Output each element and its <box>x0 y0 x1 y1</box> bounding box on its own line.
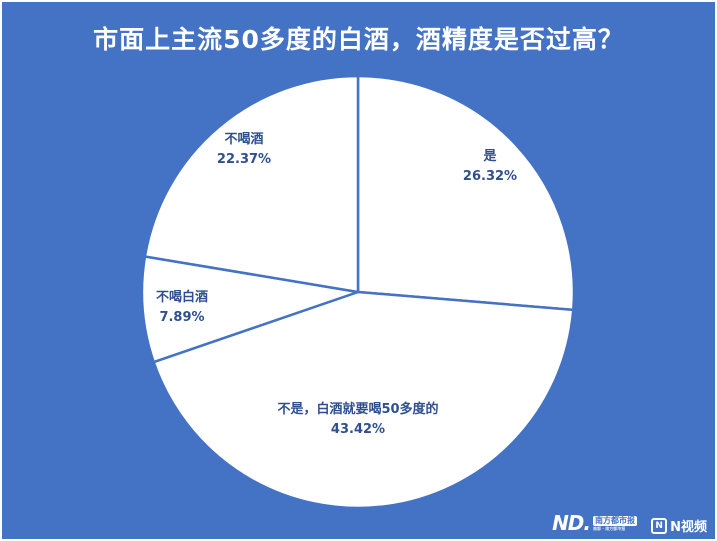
nandu-mark: ND. <box>552 511 591 535</box>
pie-slice-3 <box>140 255 359 364</box>
slice-value-1: 26.32% <box>463 169 517 184</box>
slice-label-2: 不是，白酒就要喝50多度的 <box>277 401 438 417</box>
chart-title: 市面上主流50多度的白酒，酒精度是否过高？ <box>93 25 624 54</box>
pie-slice-1 <box>356 74 576 312</box>
nandu-logo: ND. 南方都市报 南都 · 南方都市报 <box>552 511 637 535</box>
nandu-subname: 南都 · 南方都市报 <box>593 525 626 531</box>
slice-value-2: 43.42% <box>331 422 385 437</box>
nvideo-badge-icon: N <box>651 517 668 534</box>
nvideo-logo: N N视频 <box>651 516 707 535</box>
slice-value-4: 22.37% <box>217 152 271 167</box>
pie-slice-2 <box>152 290 575 510</box>
slice-label-4: 不喝酒 <box>224 132 263 147</box>
slice-label-3: 不喝白酒 <box>156 289 208 305</box>
slice-value-3: 7.89% <box>159 310 204 325</box>
pie-slice-4 <box>143 74 360 294</box>
nvideo-text: N视频 <box>670 520 707 535</box>
nandu-name: 南方都市报 <box>593 515 637 526</box>
slice-label-1: 是 <box>482 149 497 164</box>
